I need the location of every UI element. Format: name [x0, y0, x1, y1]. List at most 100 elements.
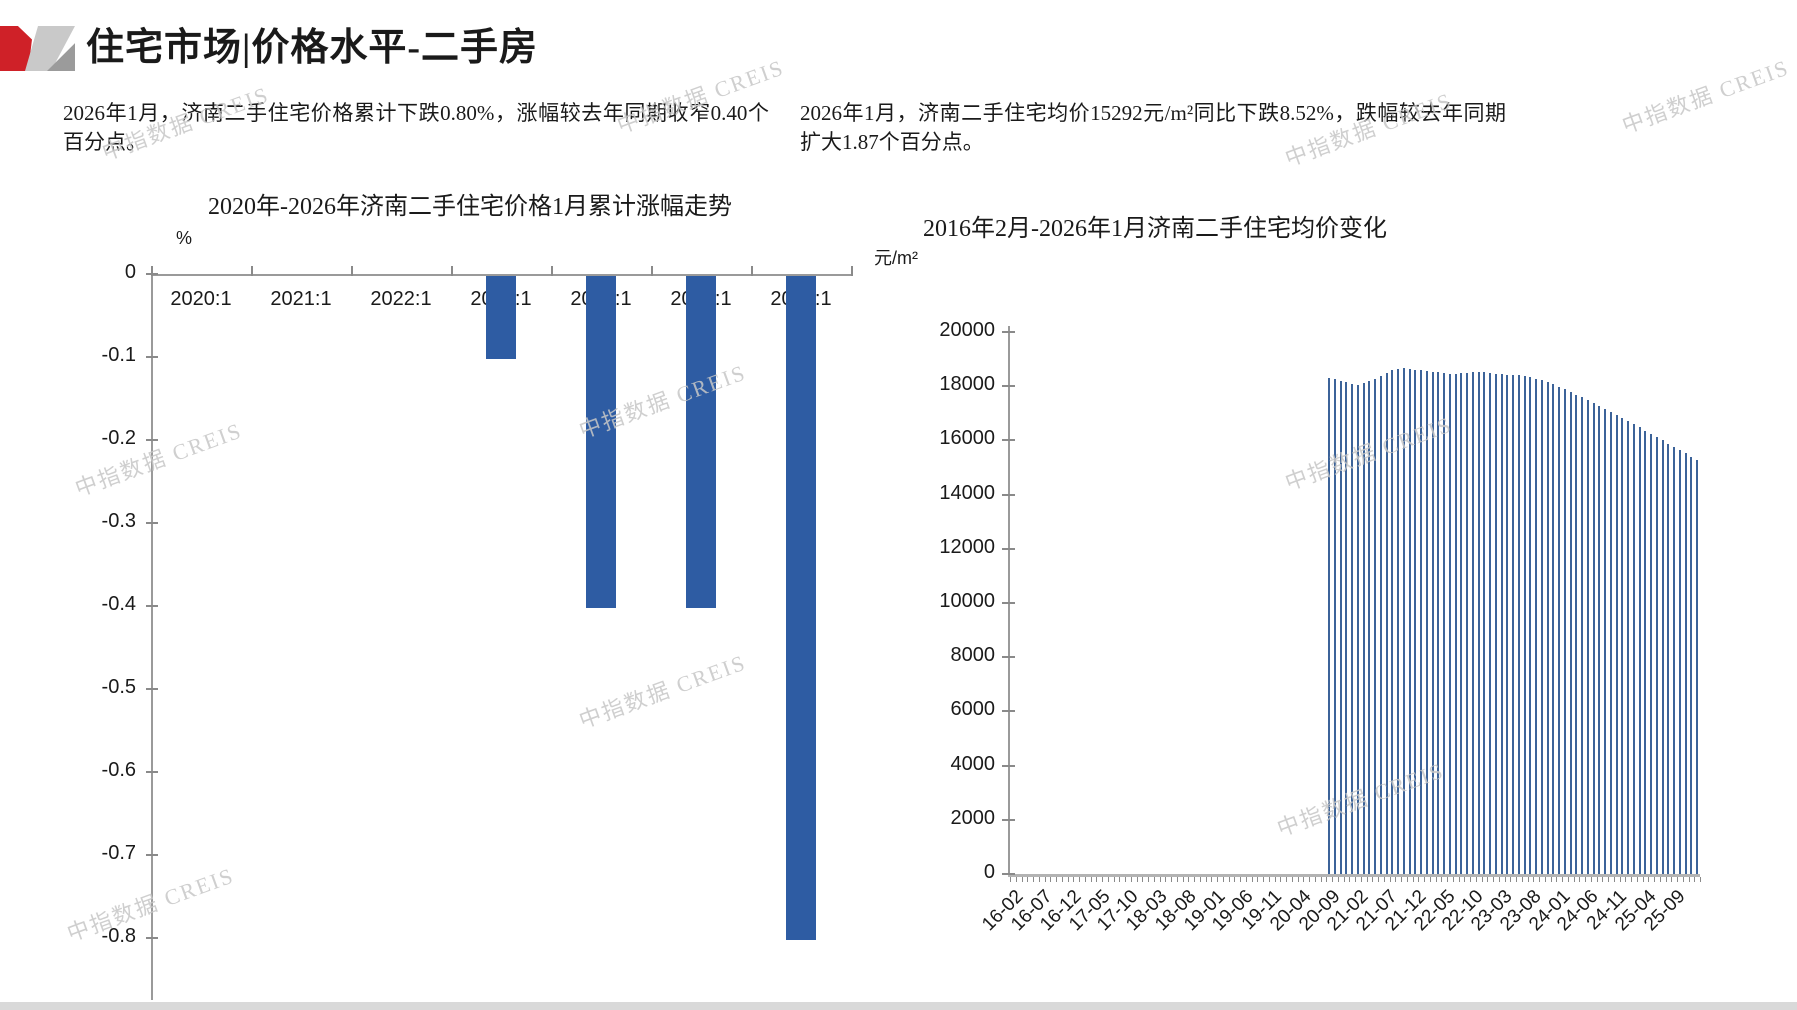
right-chart-x-minor-tick — [1079, 877, 1080, 882]
right-chart-x-minor-tick — [1188, 877, 1190, 882]
right-chart-x-minor-tick — [1286, 877, 1287, 882]
right-chart-x-minor-tick — [1349, 877, 1351, 882]
right-chart-x-minor-tick — [1487, 877, 1489, 882]
right-chart-y-tick — [1002, 818, 1015, 821]
right-chart-x-minor-tick — [1424, 877, 1425, 882]
right-chart-x-minor-tick — [1412, 877, 1414, 882]
right-chart-x-minor-tick — [1677, 877, 1678, 882]
right-chart-x-minor-tick — [1372, 877, 1374, 882]
right-chart-bar — [1644, 430, 1647, 874]
right-chart-x-minor-tick — [1015, 877, 1017, 882]
right-chart-bar — [1546, 382, 1549, 874]
right-chart-x-minor-tick — [1573, 877, 1575, 882]
right-chart-x-minor-tick — [1550, 877, 1552, 882]
left-chart-x-tick — [851, 266, 853, 276]
right-chart-x-minor-tick — [1642, 877, 1644, 882]
right-chart-bar — [1632, 424, 1635, 874]
right-chart-bar — [1650, 433, 1653, 874]
left-chart-bar — [486, 276, 516, 359]
left-chart-y-tick — [146, 688, 158, 690]
right-chart-x-minor-tick — [1562, 877, 1563, 882]
right-chart-bar — [1673, 446, 1676, 874]
right-chart-bar — [1696, 459, 1699, 874]
right-chart-x-minor-tick — [1303, 877, 1305, 882]
left-chart-bar — [586, 276, 616, 608]
right-chart-bar — [1397, 368, 1400, 874]
right-chart-x-minor-tick — [1625, 877, 1627, 882]
left-chart-category-label: 2020:1 — [170, 288, 232, 310]
right-chart-x-minor-tick — [1355, 877, 1356, 882]
right-chart-bar — [1414, 369, 1417, 874]
right-chart-x-axis — [1008, 874, 1700, 877]
right-chart-y-tick-label: 12000 — [939, 535, 995, 558]
summary-left-paragraph: 2026年1月，济南二手住宅价格累计下跌0.80%，涨幅较去年同期收窄0.40个… — [63, 101, 769, 154]
right-chart-x-minor-tick — [1297, 877, 1299, 882]
right-chart-bar — [1351, 383, 1354, 874]
left-chart-x-tick — [551, 266, 553, 276]
right-chart-x-minor-tick — [1389, 877, 1391, 882]
right-chart-x-minor-tick — [1688, 877, 1690, 882]
right-chart-x-minor-tick — [1033, 877, 1034, 882]
right-chart-bar — [1339, 380, 1342, 874]
left-chart-y-axis — [151, 274, 153, 1000]
right-chart-y-tick-label: 20000 — [939, 319, 995, 341]
right-chart-x-minor-tick — [1067, 877, 1069, 882]
left-chart-y-tick — [146, 439, 158, 441]
right-chart-bar — [1345, 382, 1348, 874]
right-chart-x-minor-tick — [1631, 877, 1632, 882]
right-chart-x-minor-tick — [1090, 877, 1092, 882]
right-chart-x-minor-tick — [1021, 877, 1023, 882]
right-chart-bar — [1333, 378, 1336, 874]
right-chart-x-minor-tick — [1527, 877, 1529, 882]
right-chart-x-minor-tick — [1360, 877, 1362, 882]
right-chart-x-minor-tick — [1619, 877, 1621, 882]
left-chart-y-tick — [146, 937, 158, 939]
right-chart-x-minor-tick — [1263, 877, 1264, 882]
right-chart-x-minor-tick — [1470, 877, 1471, 882]
right-chart-bar — [1684, 453, 1687, 874]
left-chart-x-tick — [751, 266, 753, 276]
right-chart-x-minor-tick — [1401, 877, 1402, 882]
right-chart-bar — [1609, 412, 1612, 874]
right-chart-x-minor-tick — [1274, 877, 1276, 882]
right-chart-bar — [1483, 372, 1486, 874]
left-chart-y-tick-label: -0.4 — [101, 593, 136, 615]
right-chart-bar — [1621, 418, 1624, 874]
right-chart-x-minor-tick — [1326, 877, 1328, 882]
summary-right-paragraph: 2026年1月，济南二手住宅均价15292元/m²同比下跌8.52%，跌幅较去年… — [800, 101, 1506, 154]
right-chart-x-minor-tick — [1119, 877, 1121, 882]
left-chart-y-tick-label: -0.7 — [101, 842, 136, 864]
left-chart-y-tick — [146, 854, 158, 856]
right-chart-x-minor-tick — [1694, 877, 1696, 882]
right-chart-bar — [1489, 372, 1492, 874]
left-chart-x-axis — [151, 274, 853, 276]
right-chart-bar — [1575, 394, 1578, 874]
right-chart-x-minor-tick — [1309, 877, 1310, 882]
right-chart-y-tick-label: 14000 — [939, 481, 995, 504]
left-chart-x-tick — [351, 266, 353, 276]
right-chart-y-tick-label: 16000 — [939, 427, 995, 450]
right-chart-x-minor-tick — [1096, 877, 1098, 882]
left-chart-y-tick — [146, 273, 158, 275]
right-chart-y-tick — [1002, 385, 1015, 388]
left-chart-x-tick — [251, 266, 253, 276]
right-chart-x-minor-tick — [1291, 877, 1293, 882]
right-chart-bar — [1627, 420, 1630, 874]
right-chart-title: 2016年2月-2026年1月济南二手住宅均价变化 — [923, 216, 1387, 242]
right-chart-bar — [1523, 376, 1526, 874]
creis-logo-icon — [0, 26, 76, 71]
right-chart-bar — [1402, 368, 1405, 874]
right-chart-x-minor-tick — [1585, 877, 1586, 882]
right-chart-y-tick — [1002, 764, 1015, 767]
right-chart-bar — [1356, 384, 1359, 874]
right-chart-y-tick-label: 8000 — [950, 644, 996, 667]
right-chart-y-tick — [1002, 439, 1015, 442]
right-chart-x-minor-tick — [1464, 877, 1466, 882]
right-chart-y-tick-label: 0 — [983, 861, 995, 883]
right-chart-x-minor-tick — [1280, 877, 1282, 882]
right-chart-x-minor-tick — [1378, 877, 1379, 882]
left-chart-y-tick-label: 0 — [124, 261, 136, 283]
right-chart-x-minor-tick — [1406, 877, 1408, 882]
right-chart-x-minor-tick — [1211, 877, 1213, 882]
